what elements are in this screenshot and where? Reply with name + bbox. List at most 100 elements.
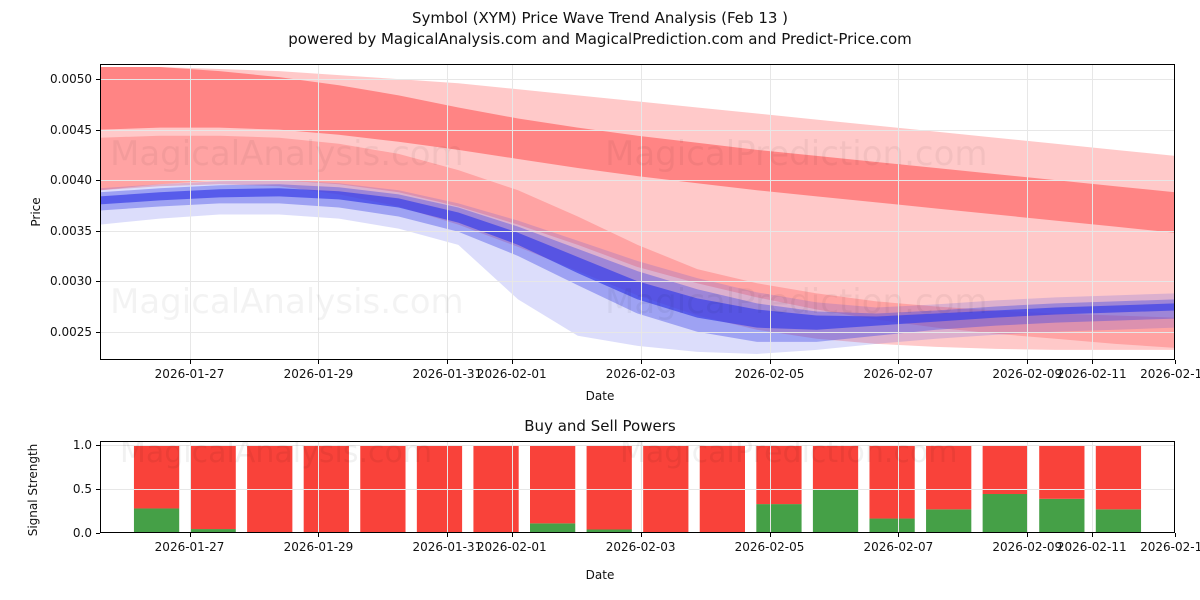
- price-wave-bands: [100, 67, 1175, 354]
- y-tick-label: 0.0: [72, 526, 92, 540]
- band-blue-band-mid: [100, 184, 1175, 342]
- gridline: [189, 441, 191, 533]
- x-tick-mark: [189, 360, 191, 364]
- gridline: [100, 445, 1175, 447]
- bar-sell: [1095, 445, 1142, 510]
- y-tick-label: 0.5: [72, 482, 92, 497]
- y-tick-mark: [96, 331, 100, 333]
- gridline: [447, 441, 449, 533]
- bar-buy: [982, 494, 1028, 533]
- x-tick-label: 2026-02-03: [605, 367, 676, 381]
- gridline: [640, 441, 642, 533]
- x-tick-mark: [1027, 533, 1029, 537]
- x-tick-mark: [318, 360, 320, 364]
- x-tick-label: 2026-01-31: [412, 540, 483, 554]
- x-tick-mark: [640, 533, 642, 537]
- gridline: [318, 64, 320, 360]
- x-tick-mark: [511, 533, 513, 537]
- price-wave-frame: [100, 64, 1175, 360]
- x-tick-label: 2026-02-01: [476, 540, 547, 554]
- gridline: [318, 441, 320, 533]
- x-tick-mark: [769, 533, 771, 537]
- y-tick-label: 0.0025: [50, 324, 92, 339]
- y-tick-label: 1.0: [72, 438, 92, 453]
- y-tick-mark: [96, 129, 100, 131]
- x-tick-mark: [769, 360, 771, 364]
- x-tick-label: 2026-02-11: [1056, 540, 1127, 554]
- buy-sell-frame: [100, 441, 1175, 533]
- bar-buy: [530, 523, 576, 533]
- bar-sell: [756, 445, 802, 505]
- gridline: [100, 79, 1175, 81]
- gridline: [1091, 441, 1093, 533]
- x-tick-mark: [898, 533, 900, 537]
- x-tick-label: 2026-02-13: [1140, 540, 1200, 554]
- bar-buy: [1039, 498, 1085, 533]
- x-tick-label: 2026-02-01: [476, 367, 547, 381]
- x-tick-label: 2026-01-27: [154, 367, 225, 381]
- gridline: [1027, 64, 1029, 360]
- title-block: Symbol (XYM) Price Wave Trend Analysis (…: [0, 8, 1200, 50]
- x-tick-label: 2026-02-05: [734, 367, 805, 381]
- gridline: [1091, 64, 1093, 360]
- gridline: [189, 64, 191, 360]
- bar-sell: [586, 445, 632, 530]
- x-tick-label: 2026-02-09: [992, 540, 1063, 554]
- x-tick-label: 2026-01-27: [154, 540, 225, 554]
- bar-sell: [190, 445, 236, 530]
- y-tick-mark: [96, 79, 100, 81]
- y-tick-mark: [96, 230, 100, 232]
- bar-buy: [869, 518, 915, 533]
- y-tick-label: 0.0030: [50, 274, 92, 289]
- bar-sell: [982, 445, 1028, 495]
- buy-sell-xlabel: Date: [585, 568, 615, 582]
- bar-buy: [1095, 509, 1142, 533]
- band-red-band-inner: [100, 67, 1175, 233]
- price-wave-xlabel: Date: [585, 389, 615, 403]
- gridline: [511, 64, 513, 360]
- x-tick-label: 2026-02-07: [863, 367, 934, 381]
- y-tick-label: 0.0050: [50, 72, 92, 87]
- bar-buy: [586, 529, 632, 533]
- x-tick-mark: [1175, 360, 1176, 364]
- x-tick-mark: [1175, 533, 1176, 537]
- x-tick-mark: [1027, 360, 1029, 364]
- gridline: [769, 441, 771, 533]
- buy-sell-title: Buy and Sell Powers: [524, 417, 676, 435]
- page-title: Symbol (XYM) Price Wave Trend Analysis (…: [411, 9, 789, 27]
- x-tick-label: 2026-02-09: [992, 367, 1063, 381]
- bar-sell: [530, 445, 576, 524]
- y-tick-mark: [96, 281, 100, 283]
- y-tick-label: 0.0040: [50, 173, 92, 188]
- gridline: [1027, 441, 1029, 533]
- y-tick-mark: [96, 445, 100, 447]
- y-tick-mark: [96, 180, 100, 182]
- x-tick-label: 2026-02-13: [1140, 367, 1200, 381]
- gridline: [898, 441, 900, 533]
- gridline: [100, 230, 1175, 232]
- bar-sell: [869, 445, 915, 519]
- band-red-band-lower-tail: [100, 135, 1175, 350]
- bar-sell: [133, 445, 180, 509]
- gridline: [100, 331, 1175, 333]
- page-subtitle: powered by MagicalAnalysis.com and Magic…: [288, 30, 912, 48]
- gridline: [511, 441, 513, 533]
- x-tick-mark: [189, 533, 191, 537]
- price-wave-chart: MagicalAnalysis.com MagicalPrediction.co…: [50, 64, 1200, 381]
- x-tick-label: 2026-02-07: [863, 540, 934, 554]
- band-blue-band-outer: [100, 180, 1175, 354]
- x-tick-mark: [447, 360, 449, 364]
- x-tick-mark: [318, 533, 320, 537]
- bar-buy: [133, 508, 180, 533]
- x-tick-label: 2026-01-31: [412, 367, 483, 381]
- bar-buy: [812, 489, 859, 533]
- buy-sell-bars: [133, 445, 1142, 533]
- y-tick-mark: [96, 533, 100, 534]
- y-tick-label: 0.0035: [50, 223, 92, 238]
- gridline: [100, 129, 1175, 131]
- x-tick-mark: [898, 360, 900, 364]
- x-tick-mark: [640, 360, 642, 364]
- x-tick-label: 2026-02-05: [734, 540, 805, 554]
- x-tick-label: 2026-01-29: [283, 540, 354, 554]
